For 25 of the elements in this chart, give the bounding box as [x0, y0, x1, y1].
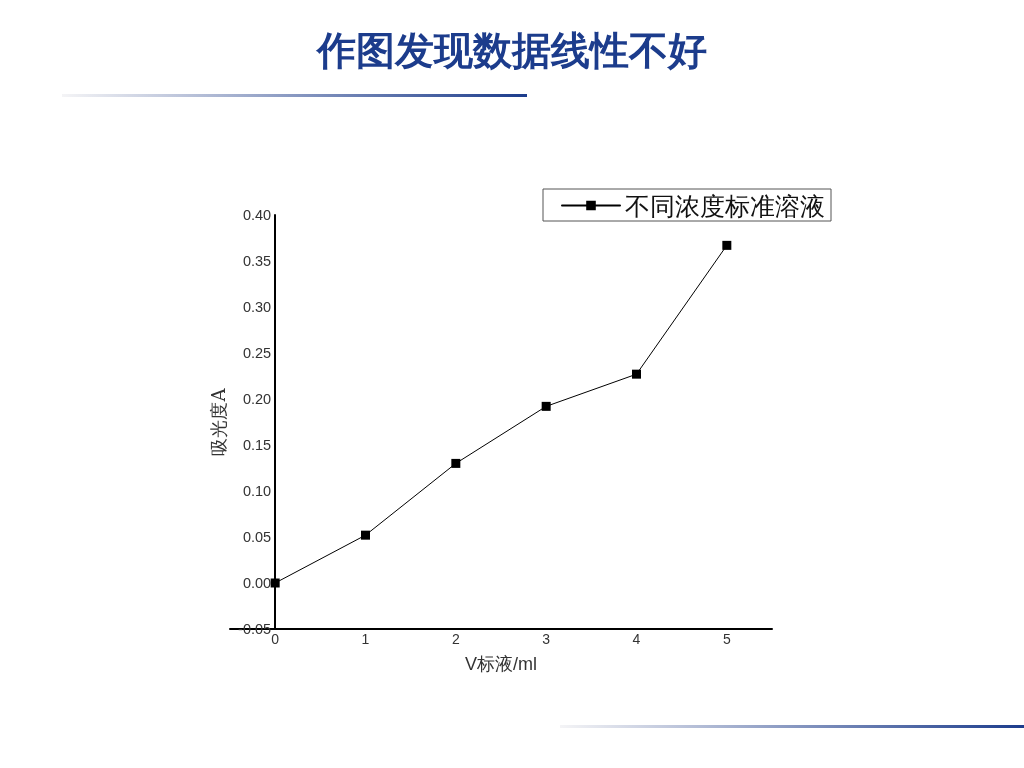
x-tick-label: 1 — [361, 631, 370, 647]
point — [541, 401, 551, 411]
y-tick-label: 0.15 — [242, 437, 272, 453]
y-tick-label: 0.35 — [242, 253, 272, 269]
point — [451, 458, 461, 468]
chart-title: 作图发现数据线性不好 — [315, 29, 707, 72]
x-axis-title: V标液/ml — [465, 654, 537, 674]
y-tick-label: 0.20 — [242, 391, 272, 407]
x-tick-label: 0 — [271, 631, 280, 647]
x-tick-label: 3 — [542, 631, 551, 647]
point — [361, 530, 370, 540]
point — [270, 578, 280, 588]
y-tick-label: 0.25 — [242, 345, 272, 361]
legend-label: 不同浓度标准溶液 — [625, 191, 825, 220]
y-axis-title: 吸光度A — [207, 387, 229, 456]
point — [722, 240, 732, 250]
y-tick-label: 0.00 — [242, 575, 272, 591]
y-tick-label: 0.30 — [242, 299, 272, 315]
x-tick-label: 5 — [722, 631, 731, 647]
x-tick-label: 4 — [632, 631, 641, 647]
x-tick-label: 2 — [451, 631, 460, 647]
y-tick-label: 0.10 — [242, 483, 272, 499]
y-tick-label: 0.40 — [242, 207, 272, 223]
y-tick-label: 0.05 — [242, 529, 272, 545]
point — [632, 369, 641, 379]
